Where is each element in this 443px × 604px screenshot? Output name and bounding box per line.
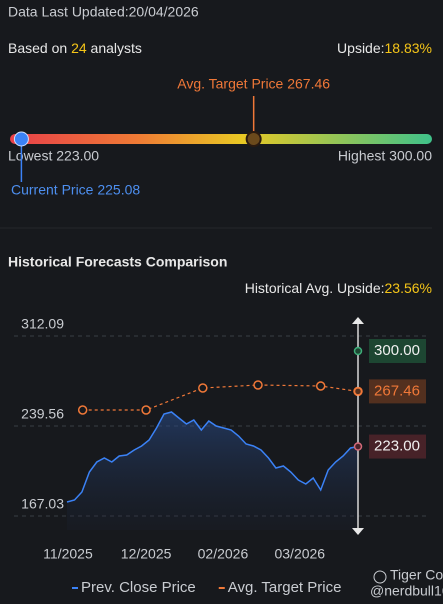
marker-label: 223.00 bbox=[374, 438, 420, 455]
gauge-highest: Highest 300.00 bbox=[338, 148, 432, 164]
upside-label: Upside: bbox=[337, 40, 384, 56]
legend-label: Prev. Close Price bbox=[81, 579, 196, 596]
analysts: analysts bbox=[91, 40, 142, 56]
target-point bbox=[253, 380, 263, 390]
gauge-bar bbox=[10, 134, 432, 144]
updated: Data Last Updated:20/04/2026 bbox=[8, 4, 199, 20]
x-tick-label: 03/2026 bbox=[274, 546, 325, 562]
target-line bbox=[82, 384, 359, 411]
marker-dot bbox=[353, 346, 363, 356]
historical-upside: Historical Avg. Upside:23.56% bbox=[245, 280, 432, 296]
watermark-name: Tiger Community bbox=[390, 567, 443, 583]
marker-label: 267.46 bbox=[374, 382, 420, 399]
historical-upside-label: Historical Avg. Upside: bbox=[245, 280, 385, 296]
marker-dot bbox=[353, 387, 363, 396]
price-line bbox=[66, 411, 359, 503]
historical-upside-value: 23.56% bbox=[385, 280, 432, 296]
marker-box bbox=[369, 434, 426, 459]
y-tick-label: 167.03 bbox=[21, 496, 64, 512]
upside: 18.83% bbox=[385, 40, 432, 56]
cursor-bottom bbox=[352, 528, 364, 535]
target-point bbox=[141, 405, 151, 415]
marker-box bbox=[369, 379, 426, 404]
marker-dot bbox=[353, 442, 363, 451]
marker-box bbox=[369, 338, 426, 363]
x-tick-label: 02/2026 bbox=[198, 546, 249, 562]
analyst-count: 24 bbox=[71, 40, 87, 56]
target-point bbox=[198, 383, 208, 393]
legend-label: Avg. Target Price bbox=[228, 579, 342, 596]
x-tick-label: 11/2025 bbox=[43, 546, 93, 562]
chart-title: Historical Forecasts Comparison bbox=[8, 254, 227, 270]
upside-line: Upside:18.83% bbox=[337, 40, 432, 56]
x-tick-label: 12/2025 bbox=[121, 546, 172, 562]
current-label: Current Price 225.08 bbox=[11, 182, 140, 198]
target-label: Avg. Target Price 267.46 bbox=[177, 76, 330, 92]
price-area bbox=[67, 412, 358, 530]
target-dot bbox=[245, 131, 262, 147]
watermark-handle: @nerdbull1669 bbox=[370, 583, 443, 599]
analyst-count-line: Based on 24 analysts bbox=[8, 40, 142, 56]
cursor-top bbox=[352, 317, 364, 324]
marker-label: 300.00 bbox=[374, 342, 420, 359]
y-tick-label: 312.09 bbox=[21, 316, 64, 332]
target-point bbox=[77, 405, 88, 415]
gauge-lowest: Lowest 223.00 bbox=[8, 148, 99, 164]
target-point bbox=[315, 381, 326, 391]
based-on: Based on bbox=[8, 40, 67, 56]
current-dot bbox=[13, 131, 29, 147]
watermark-logo bbox=[373, 570, 387, 584]
y-tick-label: 239.56 bbox=[21, 406, 64, 422]
